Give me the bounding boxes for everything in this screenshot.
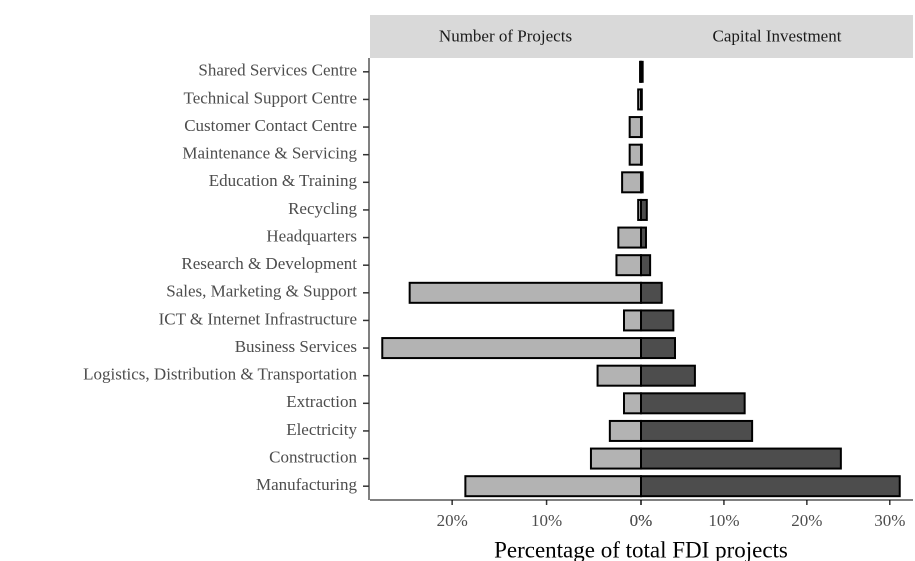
y-tick-label: Headquarters — [266, 226, 357, 245]
bar — [640, 309, 675, 332]
y-tick-label: ICT & Internet Infrastructure — [159, 309, 357, 328]
strip-label: Capital Investment — [713, 26, 842, 45]
y-tick-label: Electricity — [286, 420, 357, 439]
y-tick-label: Customer Contact Centre — [184, 116, 357, 135]
bar — [640, 88, 643, 111]
bar — [615, 254, 642, 277]
y-tick-label: Maintenance & Servicing — [182, 144, 357, 163]
bar — [628, 143, 643, 166]
y-tick-label: Manufacturing — [256, 475, 358, 494]
bar — [640, 254, 652, 277]
bar — [640, 475, 901, 498]
y-tick-label: Extraction — [286, 392, 357, 411]
bar — [408, 281, 642, 304]
bar — [623, 392, 642, 415]
bar — [640, 171, 644, 194]
x-tick-label: 0% — [630, 511, 653, 530]
y-tick-label: Research & Development — [181, 254, 357, 273]
x-tick-label: 0% — [630, 511, 653, 530]
bar — [640, 337, 676, 360]
y-tick-label: Education & Training — [209, 171, 358, 190]
y-tick-label: Business Services — [235, 337, 357, 356]
bar — [381, 337, 642, 360]
x-tick-label: 20% — [791, 511, 822, 530]
bar — [464, 475, 642, 498]
bar — [640, 60, 644, 83]
bar — [628, 116, 643, 139]
strip — [641, 15, 913, 58]
bar — [617, 226, 642, 249]
bar — [640, 447, 842, 470]
bar — [640, 198, 648, 221]
strip-label: Number of Projects — [439, 26, 572, 45]
bar — [640, 226, 647, 249]
bar — [640, 419, 754, 442]
bar — [623, 309, 642, 332]
bar — [608, 419, 642, 442]
x-tick-label: 30% — [874, 511, 905, 530]
x-tick-label: 10% — [531, 511, 562, 530]
bar — [640, 143, 643, 166]
bar — [621, 171, 643, 194]
bar — [640, 116, 643, 139]
x-axis-title: Percentage of total FDI projects — [494, 537, 788, 561]
y-tick-label: Logistics, Distribution & Transportation — [83, 365, 357, 384]
x-tick-label: 10% — [708, 511, 739, 530]
y-tick-label: Construction — [269, 447, 357, 466]
y-tick-label: Sales, Marketing & Support — [166, 282, 357, 301]
bar — [640, 281, 663, 304]
x-tick-label: 20% — [437, 511, 468, 530]
y-tick-label: Technical Support Centre — [184, 88, 357, 107]
bar — [640, 392, 746, 415]
strip — [370, 15, 641, 58]
y-tick-label: Recycling — [288, 199, 357, 218]
bar — [589, 447, 643, 470]
bar — [596, 364, 642, 387]
bar — [640, 364, 696, 387]
y-tick-label: Shared Services Centre — [198, 61, 357, 80]
